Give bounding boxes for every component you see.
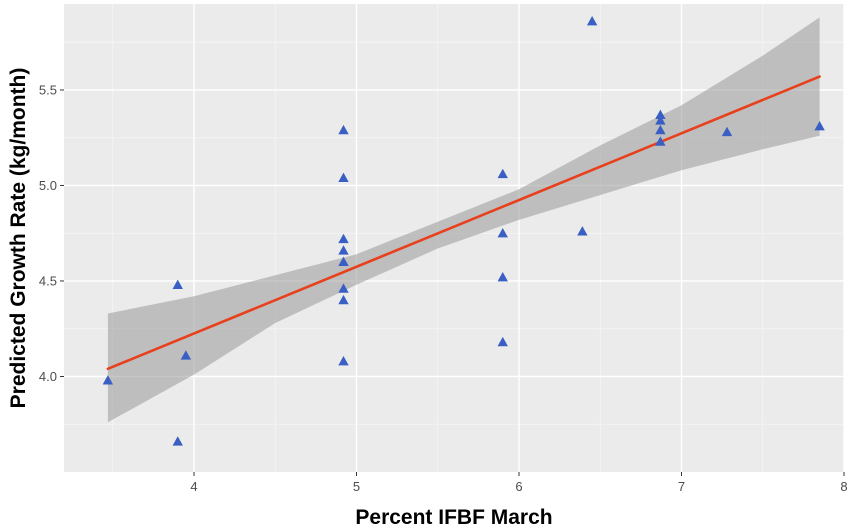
x-tick-label: 4	[190, 479, 197, 494]
data-point	[721, 126, 733, 137]
data-point	[338, 283, 349, 293]
data-point	[577, 226, 588, 236]
data-point	[172, 436, 183, 446]
x-tick-label: 5	[353, 479, 360, 494]
data-point	[655, 124, 666, 135]
data-point	[497, 336, 508, 347]
fit-line-layer	[106, 75, 821, 371]
confidence-band-layer	[107, 17, 820, 423]
x-tick-label: 7	[678, 479, 685, 494]
y-axis-title: Predicted Growth Rate (kg/month)	[7, 68, 30, 409]
data-point	[338, 124, 349, 135]
data-point	[814, 121, 825, 131]
data-point	[172, 279, 183, 289]
data-points-layer	[102, 15, 825, 446]
data-point	[102, 375, 114, 385]
x-tick-label: 8	[840, 479, 847, 494]
y-tick-label: 4.0	[39, 369, 57, 384]
data-point	[497, 228, 508, 238]
data-point	[586, 15, 598, 26]
data-point	[655, 136, 666, 146]
y-tick-label: 5.5	[39, 82, 57, 97]
x-axis-ticks: 4 5 6 7 8	[190, 472, 848, 494]
data-point	[338, 294, 349, 305]
y-axis-ticks: 4.0 4.5 5.0 5.5	[39, 82, 64, 384]
regression-line	[106, 75, 821, 371]
y-tick-label: 5.0	[39, 178, 57, 193]
data-point	[338, 172, 349, 182]
data-point	[655, 115, 666, 125]
data-point	[338, 256, 349, 267]
data-point	[338, 245, 349, 255]
data-point	[497, 168, 508, 179]
confidence-band	[107, 17, 820, 423]
x-tick-label: 6	[515, 479, 522, 494]
data-point	[655, 109, 666, 119]
data-point	[338, 233, 349, 244]
data-point	[338, 356, 349, 366]
y-tick-label: 4.5	[39, 273, 57, 288]
data-point	[180, 350, 192, 360]
data-point	[497, 271, 508, 282]
x-axis-title: Percent IFBF March	[355, 506, 552, 529]
